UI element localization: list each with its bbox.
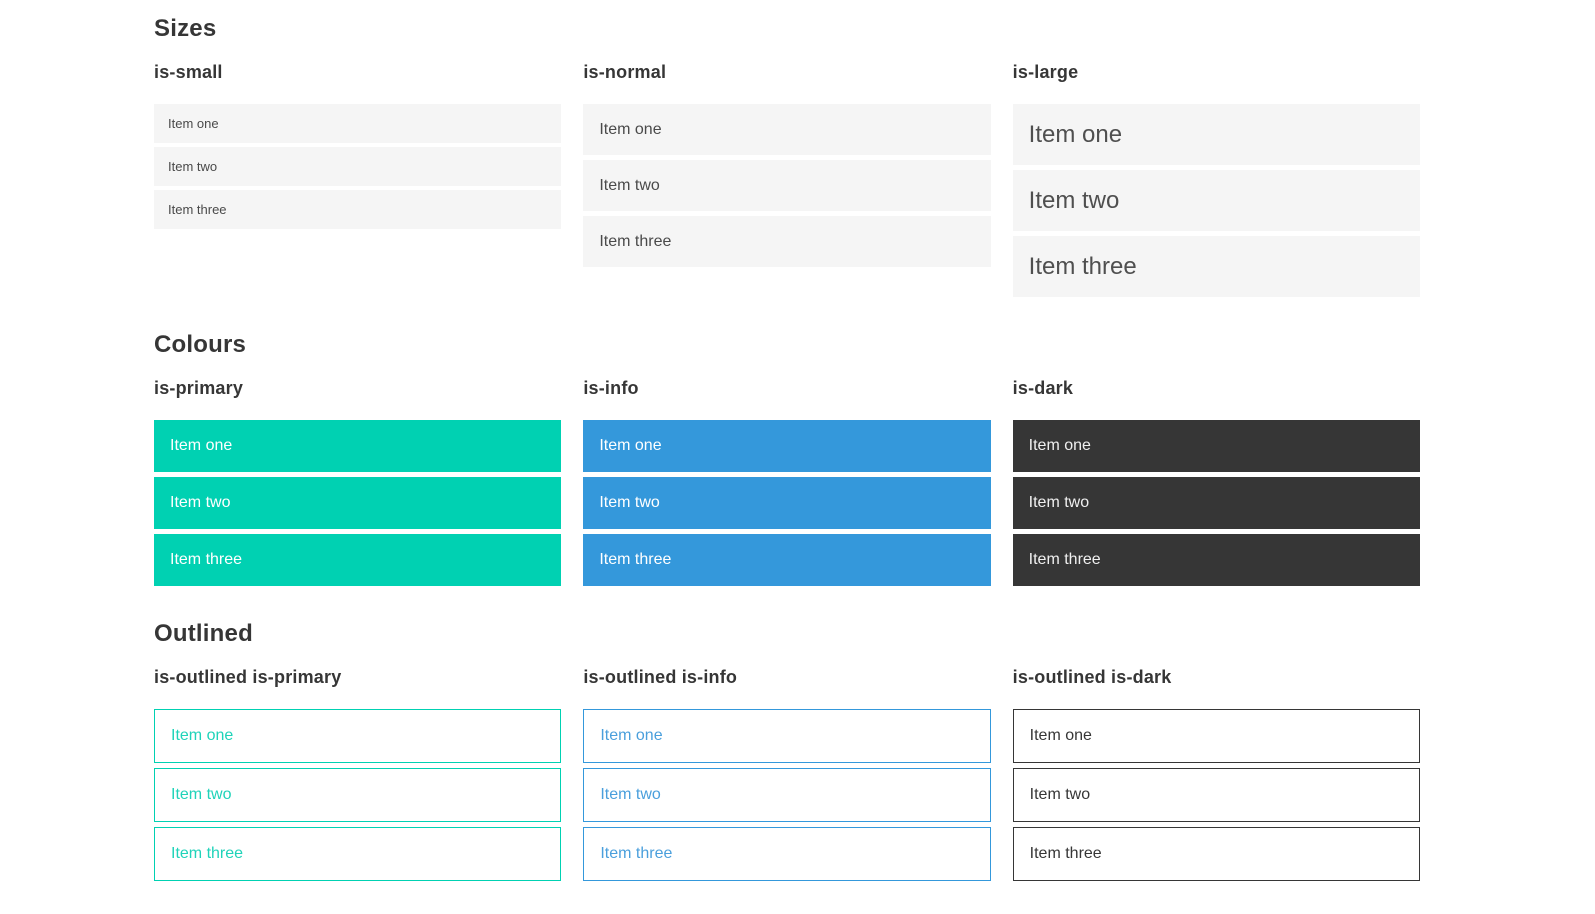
group-label-is-info: is-info xyxy=(583,378,639,398)
list-item: Item two xyxy=(1012,768,1420,822)
outlined-grid: is-outlined is-primary Item one Item two… xyxy=(154,664,1420,886)
item-list-info: Item one Item two Item three xyxy=(583,420,991,586)
list-item: Item one xyxy=(583,104,991,155)
group-is-info: is-info Item one Item two Item three xyxy=(583,375,991,591)
colours-grid: is-primary Item one Item two Item three … xyxy=(154,375,1420,591)
list-item: Item three xyxy=(583,827,991,881)
list-item: Item two xyxy=(1012,477,1420,529)
group-is-outlined-is-dark: is-outlined is-dark Item one Item two It… xyxy=(1012,664,1420,886)
list-item: Item one xyxy=(1012,420,1420,472)
docs-page: Sizes is-small Item one Item two Item th… xyxy=(154,0,1420,886)
list-item: Item one xyxy=(154,709,562,763)
group-is-large: is-large Item one Item two Item three xyxy=(1012,59,1420,302)
group-label-is-outlined-is-dark: is-outlined is-dark xyxy=(1012,667,1172,687)
item-list-outlined-info: Item one Item two Item three xyxy=(583,709,991,881)
list-item: Item two xyxy=(154,477,562,529)
group-label-is-primary: is-primary xyxy=(154,378,244,398)
list-item: Item two xyxy=(583,768,991,822)
section-title-outlined: Outlined xyxy=(154,620,253,647)
list-item: Item three xyxy=(1012,827,1420,881)
group-label-is-large: is-large xyxy=(1012,62,1079,82)
list-item: Item two xyxy=(583,160,991,211)
group-is-primary: is-primary Item one Item two Item three xyxy=(154,375,562,591)
item-list-large: Item one Item two Item three xyxy=(1012,104,1420,297)
list-item: Item two xyxy=(583,477,991,529)
list-item: Item one xyxy=(1012,709,1420,763)
list-item: Item two xyxy=(1012,170,1420,231)
group-is-outlined-is-primary: is-outlined is-primary Item one Item two… xyxy=(154,664,562,886)
list-item: Item one xyxy=(154,104,562,143)
group-label-is-outlined-is-primary: is-outlined is-primary xyxy=(154,667,342,687)
section-colours: Colours is-primary Item one Item two Ite… xyxy=(154,330,1420,591)
sizes-grid: is-small Item one Item two Item three is… xyxy=(154,59,1420,302)
list-item: Item three xyxy=(583,534,991,586)
item-list-outlined-primary: Item one Item two Item three xyxy=(154,709,562,881)
list-item: Item two xyxy=(154,768,562,822)
item-list-small: Item one Item two Item three xyxy=(154,104,562,229)
group-label-is-normal: is-normal xyxy=(583,62,667,82)
list-item: Item three xyxy=(1012,534,1420,586)
group-label-is-dark: is-dark xyxy=(1012,378,1074,398)
list-item: Item one xyxy=(583,709,991,763)
item-list-dark: Item one Item two Item three xyxy=(1012,420,1420,586)
group-is-outlined-is-info: is-outlined is-info Item one Item two It… xyxy=(583,664,991,886)
list-item: Item one xyxy=(154,420,562,472)
list-item: Item three xyxy=(154,827,562,881)
item-list-outlined-dark: Item one Item two Item three xyxy=(1012,709,1420,881)
list-item: Item one xyxy=(583,420,991,472)
list-item: Item three xyxy=(1012,236,1420,297)
group-label-is-outlined-is-info: is-outlined is-info xyxy=(583,667,738,687)
list-item: Item two xyxy=(154,147,562,186)
list-item: Item three xyxy=(583,216,991,267)
list-item: Item three xyxy=(154,190,562,229)
group-label-is-small: is-small xyxy=(154,62,223,82)
item-list-primary: Item one Item two Item three xyxy=(154,420,562,586)
section-outlined: Outlined is-outlined is-primary Item one… xyxy=(154,619,1420,886)
group-is-normal: is-normal Item one Item two Item three xyxy=(583,59,991,272)
group-is-dark: is-dark Item one Item two Item three xyxy=(1012,375,1420,591)
group-is-small: is-small Item one Item two Item three xyxy=(154,59,562,233)
list-item: Item three xyxy=(154,534,562,586)
list-item: Item one xyxy=(1012,104,1420,165)
item-list-normal: Item one Item two Item three xyxy=(583,104,991,267)
section-title-sizes: Sizes xyxy=(154,15,217,42)
section-title-colours: Colours xyxy=(154,331,247,358)
section-sizes: Sizes is-small Item one Item two Item th… xyxy=(154,14,1420,302)
